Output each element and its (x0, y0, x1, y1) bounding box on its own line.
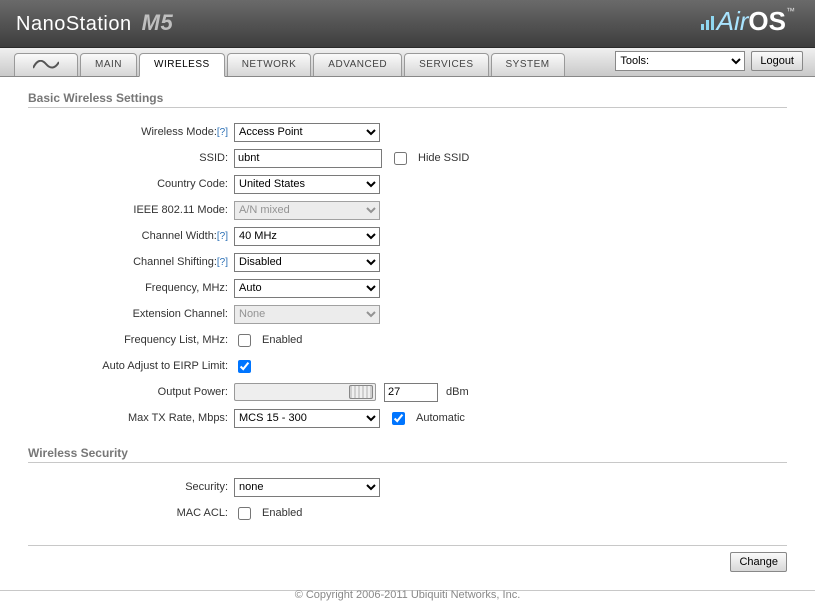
row-security: Security: none (28, 475, 787, 499)
label-enabled: Enabled (262, 507, 302, 519)
section-divider (28, 107, 787, 108)
footer-copyright: © Copyright 2006-2011 Ubiquiti Networks,… (0, 589, 815, 601)
label-ieee-mode: IEEE 802.11 Mode: (28, 204, 234, 216)
row-ext-channel: Extension Channel: None (28, 302, 787, 326)
select-max-tx[interactable]: MCS 15 - 300 (234, 409, 380, 428)
label-ssid: SSID: (28, 152, 234, 164)
change-button[interactable]: Change (730, 552, 787, 572)
tab-advanced[interactable]: ADVANCED (313, 53, 402, 76)
checkbox-automatic[interactable] (392, 412, 405, 425)
select-country[interactable]: United States (234, 175, 380, 194)
label-security: Security: (28, 481, 234, 493)
row-mac-acl: MAC ACL: Enabled (28, 501, 787, 525)
signal-icon (701, 6, 715, 37)
tools-select[interactable]: Tools: (615, 51, 745, 71)
label-output-power: Output Power: (28, 386, 234, 398)
label-ext-channel: Extension Channel: (28, 308, 234, 320)
label-eirp: Auto Adjust to EIRP Limit: (28, 360, 234, 372)
product-title: NanoStation M5 (16, 10, 173, 36)
label-automatic: Automatic (416, 412, 465, 424)
tab-network[interactable]: NETWORK (227, 53, 312, 76)
label-frequency: Frequency, MHz: (28, 282, 234, 294)
select-security[interactable]: none (234, 478, 380, 497)
checkbox-freq-list[interactable] (238, 334, 251, 347)
help-icon[interactable]: [?] (217, 127, 228, 138)
row-output-power: Output Power: dBm (28, 380, 787, 404)
tab-services[interactable]: SERVICES (404, 53, 488, 76)
select-channel-width[interactable]: 40 MHz (234, 227, 380, 246)
section-title-security: Wireless Security (28, 446, 787, 460)
input-ssid[interactable] (234, 149, 382, 168)
tab-wireless[interactable]: WIRELESS (139, 53, 225, 77)
product-name: NanoStation (16, 13, 132, 35)
checkbox-hide-ssid[interactable] (394, 152, 407, 165)
product-model: M5 (142, 10, 174, 35)
tab-bar: MAIN WIRELESS NETWORK ADVANCED SERVICES … (0, 48, 815, 77)
label-freq-list: Frequency List, MHz: (28, 334, 234, 346)
change-row: Change (28, 552, 787, 572)
select-wireless-mode[interactable]: Access Point (234, 123, 380, 142)
checkbox-eirp[interactable] (238, 360, 251, 373)
checkbox-mac-acl[interactable] (238, 507, 251, 520)
row-channel-shifting: Channel Shifting:[?] Disabled (28, 250, 787, 274)
slider-thumb[interactable] (349, 385, 373, 399)
tab-main[interactable]: MAIN (80, 53, 137, 76)
select-channel-shifting[interactable]: Disabled (234, 253, 380, 272)
content-area: Basic Wireless Settings Wireless Mode:[?… (0, 77, 815, 580)
select-ieee-mode: A/N mixed (234, 201, 380, 220)
ubnt-logo-icon (33, 60, 59, 70)
label-wireless-mode: Wireless Mode:[?] (28, 126, 234, 138)
label-enabled: Enabled (262, 334, 302, 346)
header-toolbar: Tools: Logout (615, 51, 803, 71)
row-eirp: Auto Adjust to EIRP Limit: (28, 354, 787, 378)
brand-os: OS (748, 6, 786, 36)
label-max-tx: Max TX Rate, Mbps: (28, 412, 234, 424)
label-channel-shifting: Channel Shifting:[?] (28, 256, 234, 268)
tab-ubnt-logo[interactable] (14, 53, 78, 76)
tab-system[interactable]: SYSTEM (491, 53, 565, 76)
select-ext-channel: None (234, 305, 380, 324)
section-divider (28, 462, 787, 463)
help-icon[interactable]: [?] (217, 231, 228, 242)
brand-air: Air (717, 6, 749, 36)
row-frequency: Frequency, MHz: Auto (28, 276, 787, 300)
row-channel-width: Channel Width:[?] 40 MHz (28, 224, 787, 248)
row-country: Country Code: United States (28, 172, 787, 196)
row-freq-list: Frequency List, MHz: Enabled (28, 328, 787, 352)
row-wireless-mode: Wireless Mode:[?] Access Point (28, 120, 787, 144)
help-icon[interactable]: [?] (217, 257, 228, 268)
select-frequency[interactable]: Auto (234, 279, 380, 298)
label-channel-width: Channel Width:[?] (28, 230, 234, 242)
section-title-basic: Basic Wireless Settings (28, 91, 787, 105)
header-bar: NanoStation M5 AirOS™ (0, 0, 815, 48)
brand-logo: AirOS™ (701, 6, 795, 37)
logout-button[interactable]: Logout (751, 51, 803, 71)
row-max-tx: Max TX Rate, Mbps: MCS 15 - 300 Automati… (28, 406, 787, 430)
label-mac-acl: MAC ACL: (28, 507, 234, 519)
brand-tm: ™ (786, 6, 795, 16)
row-ieee-mode: IEEE 802.11 Mode: A/N mixed (28, 198, 787, 222)
bottom-divider (28, 545, 787, 546)
row-ssid: SSID: Hide SSID (28, 146, 787, 170)
airos-page: NanoStation M5 AirOS™ MAIN WIRELESS NETW… (0, 0, 815, 607)
label-country: Country Code: (28, 178, 234, 190)
unit-dbm: dBm (446, 386, 469, 398)
label-hide-ssid: Hide SSID (418, 152, 469, 164)
input-output-power[interactable] (384, 383, 438, 402)
slider-output-power[interactable] (234, 383, 376, 401)
